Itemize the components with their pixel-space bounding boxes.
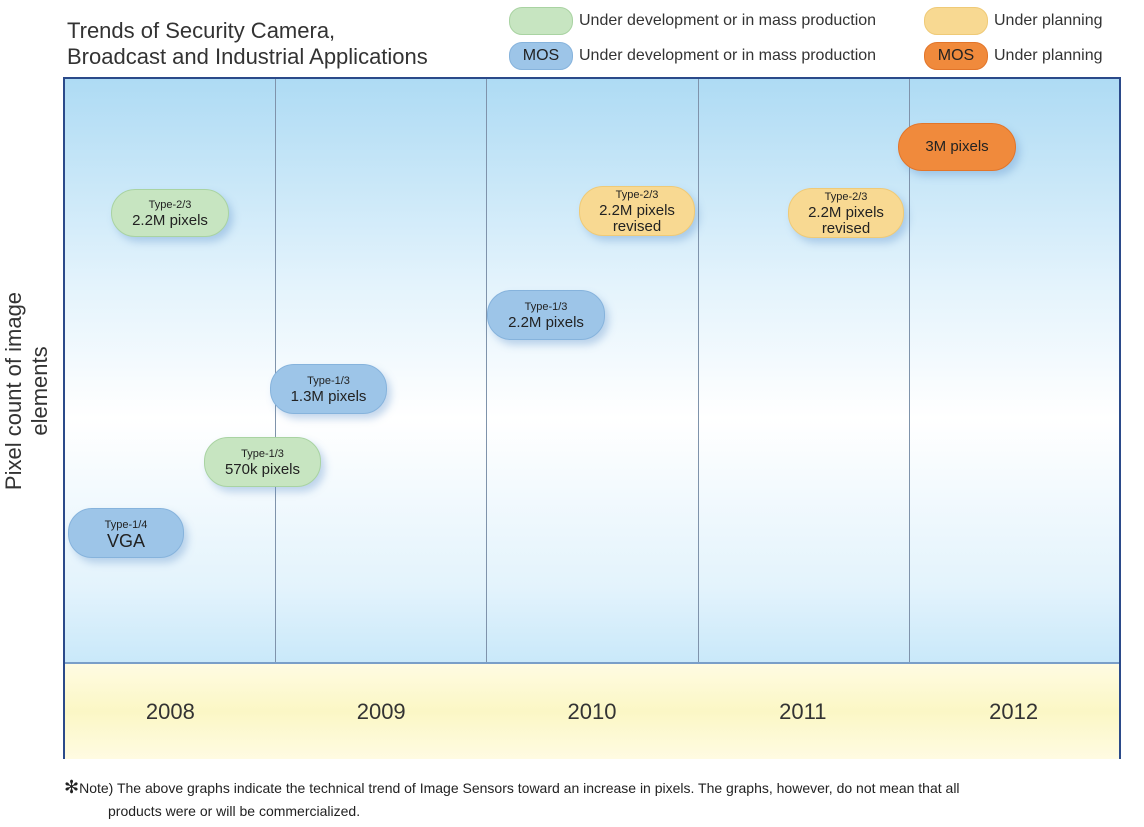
sensor-pill: Type-1/3 2.2M pixels bbox=[487, 290, 605, 340]
sensor-pill: Type-2/3 2.2M pixels revised bbox=[788, 188, 904, 238]
year-label: 2008 bbox=[145, 698, 195, 724]
sensor-type: Type-2/3 bbox=[148, 199, 192, 211]
sensor-type: Type-1/3 bbox=[307, 375, 350, 387]
y-axis-label: Pixel count of image elements bbox=[1, 291, 52, 491]
note-line-2: products were or will be commercialized. bbox=[108, 803, 361, 819]
divider bbox=[275, 79, 276, 757]
sensor-pixels: 3M pixels bbox=[925, 138, 989, 155]
divider bbox=[486, 79, 487, 757]
legend-chip-orange: MOS bbox=[924, 42, 988, 70]
legend-label: Under development or in mass production bbox=[579, 12, 877, 29]
sensor-type: Type-1/3 bbox=[524, 301, 568, 313]
legend-chip-blue: MOS bbox=[509, 42, 573, 70]
year-row: 2008 2009 2010 2011 2012 bbox=[65, 662, 1119, 759]
legend-green: Under development or in mass production bbox=[509, 7, 877, 35]
sensor-pill: Type-2/3 2.2M pixels bbox=[111, 189, 229, 237]
sensor-type: Type-2/3 bbox=[824, 191, 868, 203]
sensor-note: revised bbox=[821, 220, 871, 237]
sensor-type: Type-1/3 bbox=[241, 448, 284, 460]
legend-blue: MOS Under development or in mass producti… bbox=[509, 42, 877, 70]
sensor-pixels: 2.2M pixels bbox=[508, 314, 584, 331]
title-line-1: Trends of Security Camera, bbox=[67, 18, 336, 43]
sensor-pill: Type-2/3 2.2M pixels revised bbox=[579, 186, 695, 236]
sensor-pill: 3M pixels bbox=[898, 123, 1016, 171]
sensor-type: Type-2/3 bbox=[615, 189, 659, 201]
sensor-pill: Type-1/4 VGA bbox=[68, 508, 184, 558]
sensor-pixels: 2.2M pixels bbox=[132, 212, 208, 229]
legend-yellow: Under planning bbox=[924, 7, 1103, 35]
year-label: 2010 bbox=[567, 698, 617, 724]
divider bbox=[698, 79, 699, 757]
diagram-title: Trends of Security Camera, Broadcast and… bbox=[67, 18, 428, 70]
footnote: ✻Note) The above graphs indicate the tec… bbox=[64, 776, 960, 823]
legend-chip-green bbox=[509, 7, 573, 35]
sensor-type: Type-1/4 bbox=[104, 519, 148, 531]
title-line-2: Broadcast and Industrial Applications bbox=[67, 44, 428, 69]
legend-orange: MOS Under planning bbox=[924, 42, 1103, 70]
sensor-note: revised bbox=[612, 218, 662, 235]
sensor-pixels: 1.3M pixels bbox=[290, 388, 367, 405]
sensor-pixels: 2.2M pixels bbox=[599, 202, 675, 219]
legend-label: Under planning bbox=[994, 47, 1103, 64]
note-line-1: Note) The above graphs indicate the tech… bbox=[79, 780, 960, 796]
sensor-pixels: 570k pixels bbox=[224, 461, 301, 478]
note-asterisk: ✻ bbox=[64, 777, 80, 797]
sensor-pixels: 2.2M pixels bbox=[808, 204, 884, 221]
legend-chip-yellow bbox=[924, 7, 988, 35]
roadmap-frame: 2008 2009 2010 2011 2012 Type-2/3 2.2M pi… bbox=[63, 77, 1121, 759]
year-label: 2011 bbox=[779, 698, 827, 724]
legend-label: Under development or in mass production bbox=[579, 47, 877, 64]
sensor-pill: Type-1/3 570k pixels bbox=[204, 437, 321, 487]
year-label: 2009 bbox=[356, 698, 406, 724]
sensor-pill: Type-1/3 1.3M pixels bbox=[270, 364, 387, 414]
year-label: 2012 bbox=[989, 698, 1039, 724]
sensor-pixels: VGA bbox=[106, 531, 145, 551]
legend-label: Under planning bbox=[994, 12, 1103, 29]
divider bbox=[909, 79, 910, 757]
